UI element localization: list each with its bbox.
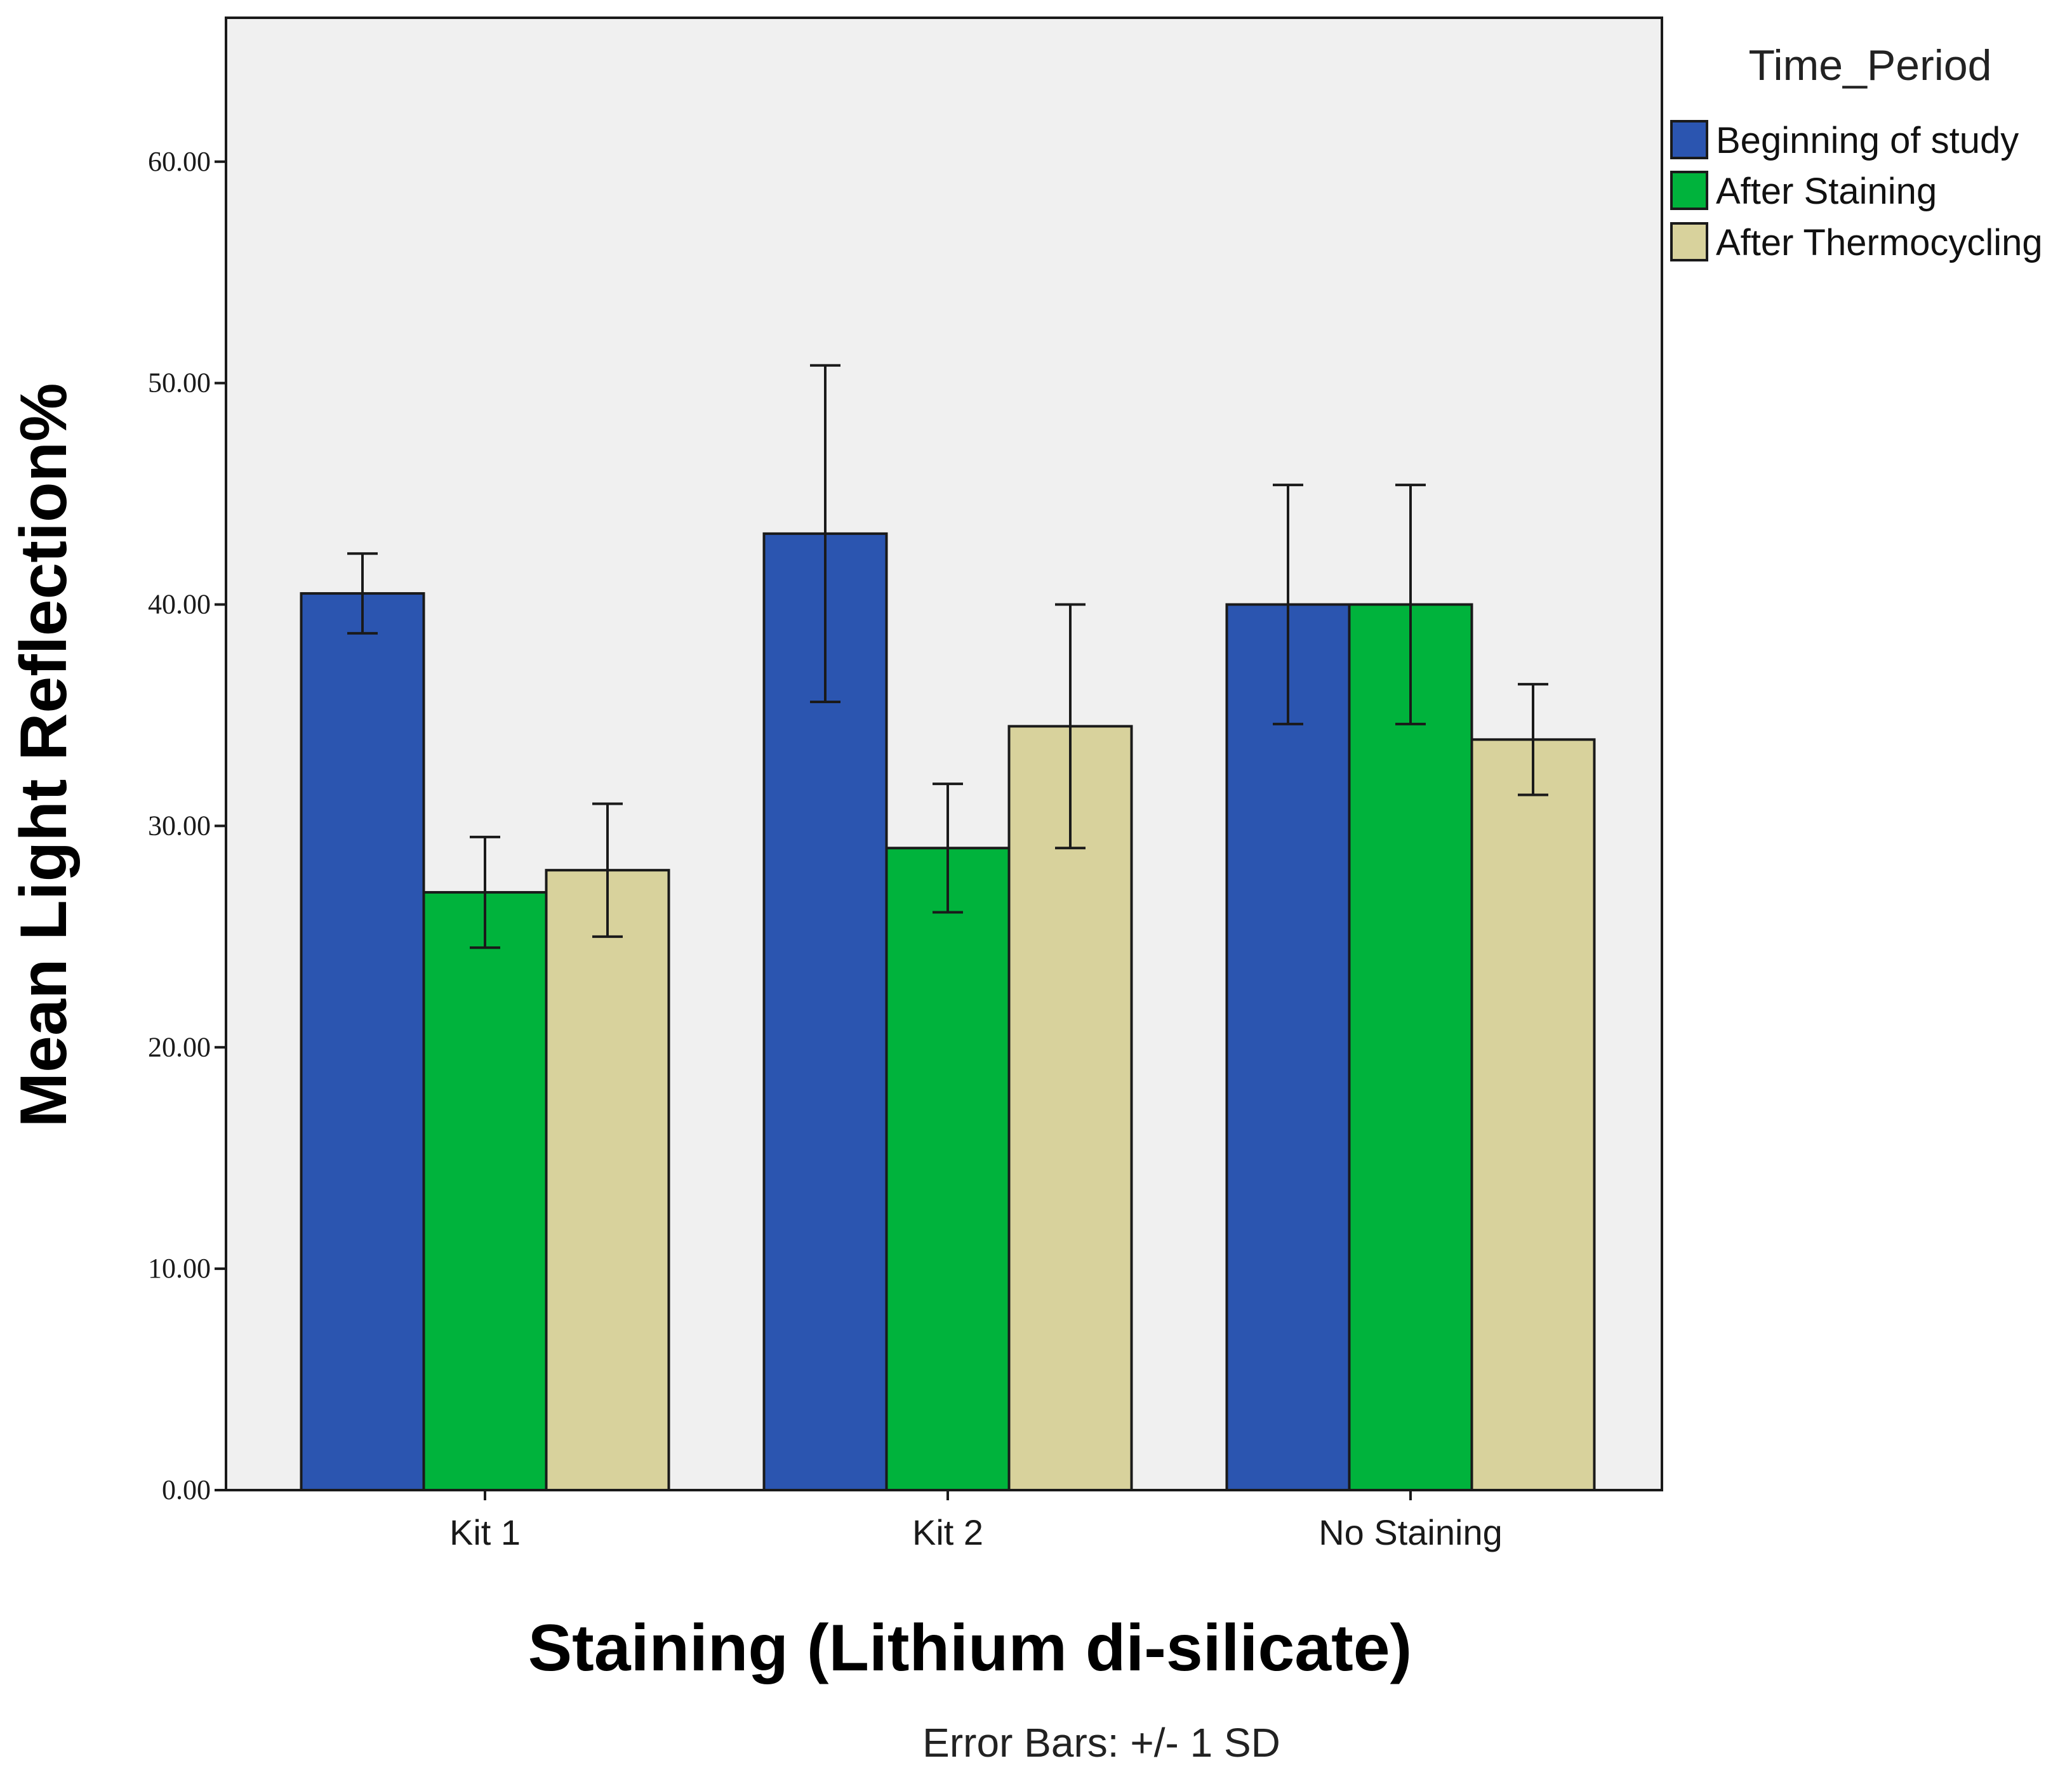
y-axis-ticks: 0.00 10.00 20.00 30.00 40.00 50.00 60.00 xyxy=(148,146,226,1505)
legend-swatch xyxy=(1670,222,1708,261)
legend-swatch xyxy=(1670,120,1708,159)
y-tick-label: 50.00 xyxy=(148,367,211,399)
x-tick-label: Kit 2 xyxy=(912,1512,983,1552)
x-axis-label: Staining (Lithium di-silicate) xyxy=(528,1611,1412,1685)
y-tick-label: 0.00 xyxy=(162,1474,211,1505)
error-bars-note: Error Bars: +/- 1 SD xyxy=(922,1720,1280,1766)
bar xyxy=(1348,603,1473,1492)
x-axis-ticks: Kit 1 Kit 2 No Staining xyxy=(449,1490,1503,1552)
y-tick-label: 40.00 xyxy=(148,589,211,620)
error-bars xyxy=(347,364,1548,949)
bar xyxy=(1470,738,1596,1491)
legend-label: After Thermocycling xyxy=(1716,222,2043,263)
legend: Time_Period Beginning of study After Stai… xyxy=(1670,41,2043,263)
bar xyxy=(1007,725,1133,1491)
y-tick-label: 10.00 xyxy=(148,1253,211,1284)
legend-label: Beginning of study xyxy=(1716,120,2019,161)
x-tick-label: Kit 1 xyxy=(449,1512,521,1552)
legend-title: Time_Period xyxy=(1749,41,1992,89)
legend-swatch xyxy=(1670,171,1708,210)
y-tick-label: 20.00 xyxy=(148,1031,211,1062)
bar xyxy=(422,891,548,1492)
bar xyxy=(885,847,1011,1491)
y-tick-label: 30.00 xyxy=(148,810,211,841)
legend-label: After Staining xyxy=(1716,171,1937,212)
bar xyxy=(545,869,670,1491)
y-axis-label: Mean Light Reflection% xyxy=(7,383,81,1128)
y-tick-label: 60.00 xyxy=(148,146,211,177)
x-tick-label: No Staining xyxy=(1318,1512,1503,1552)
bar xyxy=(300,592,425,1492)
bar xyxy=(1225,603,1351,1492)
